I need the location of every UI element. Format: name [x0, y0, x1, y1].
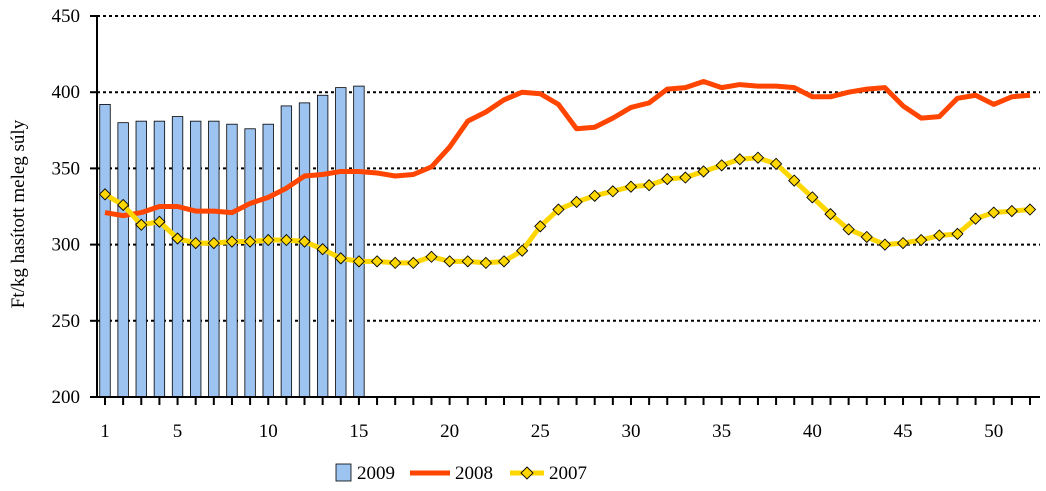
x-tick-label: 1 — [100, 421, 110, 442]
point-2007 — [352, 255, 366, 268]
point-2007 — [171, 232, 184, 245]
x-tick-label: 15 — [349, 421, 368, 442]
point-2007 — [933, 229, 946, 242]
point-2007 — [824, 207, 837, 221]
point-2007 — [443, 255, 456, 268]
point-2007 — [370, 255, 384, 268]
point-2007 — [860, 230, 873, 244]
bar-2009 — [171, 116, 184, 398]
point-2007 — [389, 256, 402, 270]
legend-label-2008: 2008 — [455, 463, 493, 484]
point-2007 — [135, 218, 148, 231]
point-2007 — [624, 180, 638, 193]
y-tick-label: 300 — [52, 235, 81, 256]
x-tick-label: 45 — [894, 421, 913, 442]
bar-2009 — [99, 103, 111, 398]
point-2007 — [425, 250, 438, 263]
point-2007 — [534, 220, 547, 233]
point-2007 — [262, 233, 275, 247]
point-2007 — [570, 195, 583, 209]
legend-swatch-2009 — [335, 463, 352, 482]
bar-2009 — [135, 120, 147, 398]
line-2008 — [104, 79, 1031, 219]
y-tick-label: 250 — [52, 311, 81, 332]
point-2007 — [316, 243, 329, 256]
bar-2009 — [208, 120, 220, 398]
bar-2009 — [298, 102, 311, 398]
point-2007 — [334, 252, 347, 265]
point-2007 — [987, 206, 1000, 219]
y-axis-title: Ft/kg hasított meleg súly — [8, 119, 29, 308]
point-2007 — [642, 179, 656, 192]
y-tick-label: 200 — [52, 387, 81, 408]
bar-2009 — [244, 128, 256, 398]
legend-label-2007: 2007 — [549, 463, 587, 484]
point-2007 — [479, 256, 493, 270]
gridlines — [97, 15, 1040, 322]
point-2007 — [969, 212, 982, 225]
point-2007 — [497, 255, 511, 268]
point-2007 — [461, 255, 474, 268]
point-2007 — [915, 233, 928, 247]
point-2007 — [298, 235, 311, 248]
bar-2009 — [262, 123, 274, 398]
bar-2009 — [353, 85, 365, 398]
point-2007 — [1023, 203, 1037, 216]
point-2007 — [806, 191, 819, 204]
point-2007 — [697, 165, 710, 178]
point-2007 — [951, 227, 964, 241]
x-tick-label: 25 — [531, 421, 550, 442]
point-2007 — [715, 159, 728, 172]
point-2007 — [1005, 204, 1018, 218]
point-2007 — [896, 236, 910, 250]
point-2007 — [788, 174, 801, 187]
x-tick-label: 35 — [712, 421, 731, 442]
x-tick-label: 10 — [259, 421, 278, 442]
point-2007 — [588, 189, 601, 202]
y-tick-label: 450 — [52, 6, 81, 27]
legend: 2009 2008 2007 — [335, 463, 587, 484]
point-2007 — [516, 244, 529, 257]
x-tick-label: 30 — [621, 421, 640, 442]
bar-2009 — [117, 122, 129, 398]
y-tick-label: 400 — [52, 82, 81, 103]
x-tick-label: 20 — [440, 421, 459, 442]
point-2007 — [751, 151, 765, 164]
bar-2009 — [153, 120, 166, 398]
point-2007 — [842, 223, 855, 236]
point-2007 — [189, 236, 202, 250]
point-2007 — [606, 185, 619, 198]
legend-marker-2007 — [520, 466, 534, 480]
x-tick-label: 50 — [984, 421, 1003, 442]
point-2007 — [407, 256, 420, 270]
point-2007 — [733, 153, 746, 166]
legend-label-2009: 2009 — [357, 463, 395, 484]
point-2007 — [225, 235, 239, 248]
point-2007 — [769, 157, 783, 170]
line-2007 — [103, 155, 1031, 266]
point-2007 — [552, 203, 565, 216]
y-tick-labels: 200 250 300 350 400 450 — [52, 6, 81, 408]
axes — [90, 15, 1040, 405]
point-2007 — [153, 215, 166, 228]
x-tick-labels: 1 5 10 15 20 25 30 35 40 45 50 — [100, 421, 1003, 442]
x-tick-label: 5 — [173, 421, 183, 442]
bar-2009 — [335, 87, 347, 398]
bar-2009 — [190, 120, 202, 398]
point-2007 — [243, 235, 257, 248]
bar-2009 — [280, 105, 293, 398]
point-2007 — [98, 188, 112, 201]
line-series — [98, 79, 1037, 270]
bar-2009 — [226, 123, 238, 398]
point-2007 — [679, 171, 692, 184]
point-2007 — [117, 198, 130, 212]
x-tick-label: 40 — [803, 421, 822, 442]
point-2007 — [661, 172, 674, 186]
point-2007 — [280, 233, 293, 247]
y-tick-label: 350 — [52, 158, 81, 179]
point-2007 — [207, 236, 220, 250]
point-2007 — [878, 238, 892, 251]
